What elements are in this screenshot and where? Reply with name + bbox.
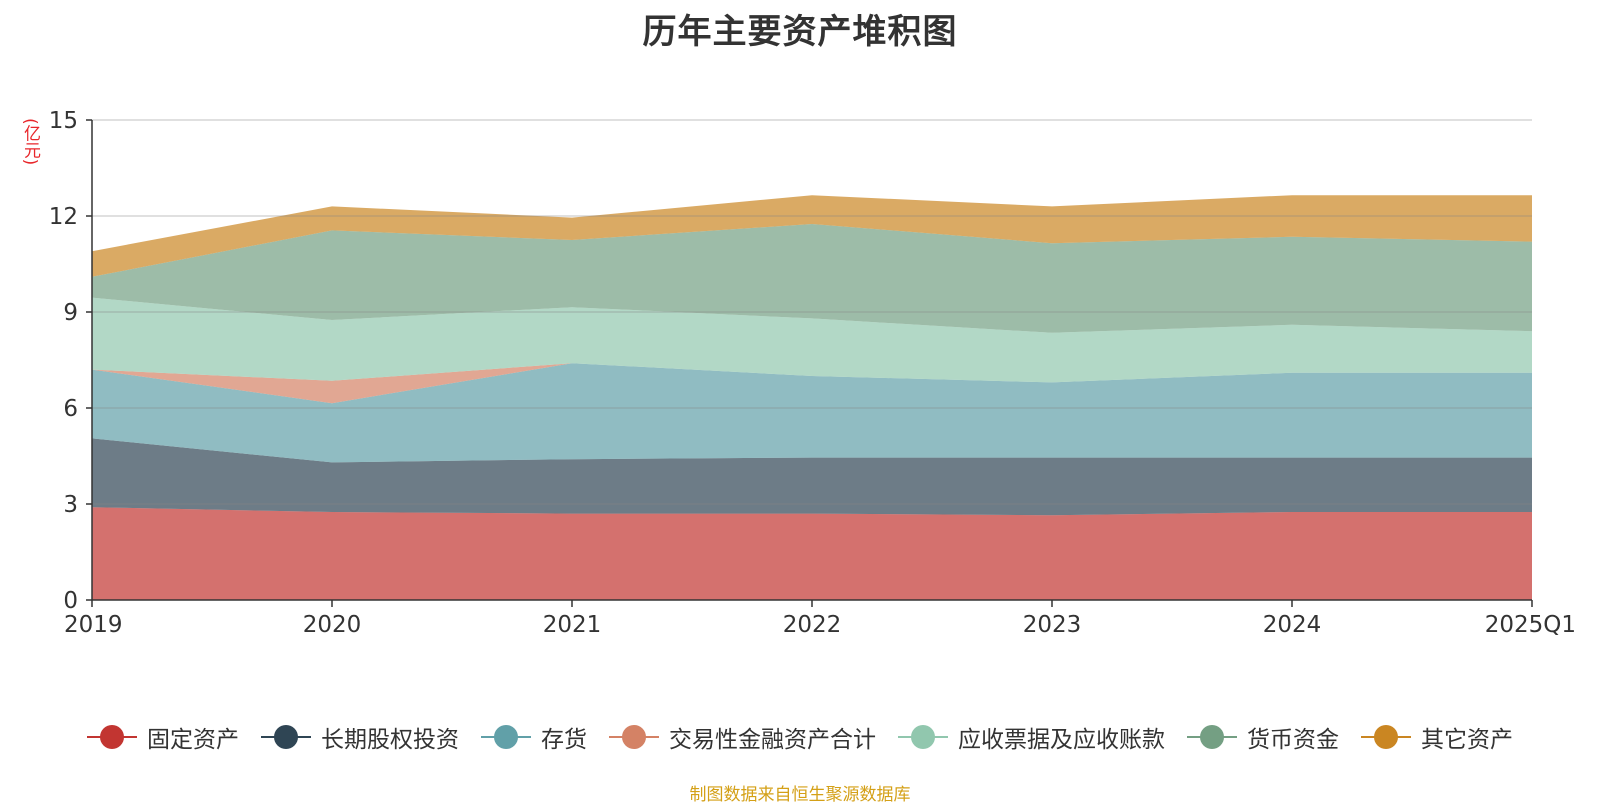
x-tick-label-4: 2023 [1023, 612, 1082, 638]
area-series-5 [92, 224, 1532, 333]
stacked-areas [92, 195, 1532, 600]
legend-item-4[interactable]: 应收票据及应收账款 [898, 720, 1165, 754]
legend-item-1[interactable]: 长期股权投资 [261, 720, 459, 754]
legend-label: 交易性金融资产合计 [669, 727, 876, 753]
legend-marker-icon [609, 725, 659, 749]
grid-lines [92, 119, 1532, 505]
area-series-3 [92, 363, 1532, 404]
legend-marker-icon [1361, 725, 1411, 749]
legend-label: 长期股权投资 [321, 727, 459, 753]
legend-marker-icon [898, 725, 948, 749]
x-tick-label-0: 2019 [64, 612, 123, 638]
legend-label: 其它资产 [1421, 727, 1513, 753]
x-tick-label-3: 2022 [783, 612, 842, 638]
area-series-6 [92, 195, 1532, 277]
legend-marker-icon [87, 725, 137, 749]
y-tick-label-2: 6 [63, 396, 78, 422]
legend-marker-icon [481, 725, 531, 749]
legend-label: 货币资金 [1247, 727, 1339, 753]
legend: 固定资产 长期股权投资 存货 交易性金融资产合计 应收票据及应收账款 货币资金 其它资产 [0, 720, 1600, 754]
x-tick-label-5: 2024 [1263, 612, 1322, 638]
y-tick-label-0: 0 [63, 588, 78, 614]
x-tick-label-1: 2020 [303, 612, 362, 638]
axes: 0 3 6 9 12 15 2019 2020 2021 2022 2023 2024 2025Q1 [49, 108, 1576, 638]
y-tick-label-1: 3 [63, 492, 78, 518]
legend-item-2[interactable]: 存货 [481, 720, 587, 754]
legend-marker-icon [1187, 725, 1237, 749]
area-series-0 [92, 507, 1532, 600]
legend-item-3[interactable]: 交易性金融资产合计 [609, 720, 876, 754]
y-axis-label: (亿元) [20, 118, 40, 166]
area-series-4 [92, 297, 1532, 383]
x-tick-label-6: 2025Q1 [1485, 612, 1576, 638]
x-tick-label-2: 2021 [543, 612, 602, 638]
legend-label: 固定资产 [147, 727, 239, 753]
legend-marker-icon [261, 725, 311, 749]
data-source-note: 制图数据来自恒生聚源数据库 [689, 785, 911, 805]
legend-item-6[interactable]: 其它资产 [1361, 720, 1513, 754]
y-tick-label-4: 12 [49, 204, 78, 230]
y-tick-label-3: 9 [63, 300, 78, 326]
legend-item-0[interactable]: 固定资产 [87, 720, 239, 754]
legend-label: 应收票据及应收账款 [958, 727, 1165, 753]
area-series-2 [92, 363, 1532, 463]
chart-title: 历年主要资产堆积图 [642, 12, 958, 52]
legend-label: 存货 [541, 727, 587, 753]
legend-item-5[interactable]: 货币资金 [1187, 720, 1339, 754]
y-tick-label-5: 15 [49, 108, 78, 134]
